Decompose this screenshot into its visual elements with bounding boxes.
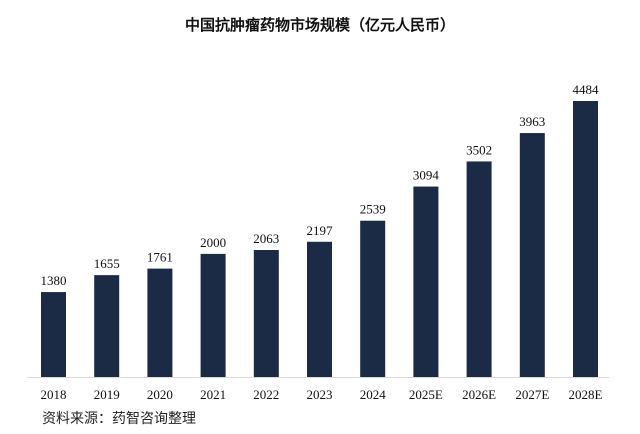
bar-2019 [94,275,120,377]
bar-2028E [573,101,598,377]
tick-label-2025E: 2025E [409,387,443,402]
tick-label-2021: 2021 [200,387,226,402]
tick-label-2019: 2019 [94,387,120,402]
chart-title: 中国抗肿瘤药物市场规模（亿元人民币） [184,16,455,34]
data-label-2023: 2197 [307,223,334,238]
tick-label-2018: 2018 [41,387,67,402]
data-label-2020: 1761 [147,250,173,265]
bar-2026E [466,161,492,377]
tick-label-2028E: 2028E [569,387,603,402]
bar-2020 [147,268,173,377]
data-label-2021: 2000 [200,235,226,250]
data-label-2027E: 3963 [519,114,545,129]
data-label-2022: 2063 [253,231,279,246]
data-label-2026E: 3502 [466,142,492,157]
data-label-2024: 2539 [360,202,386,217]
bar-2018 [41,292,66,377]
bar-2023 [307,241,332,377]
data-label-2025E: 3094 [413,168,440,183]
tick-label-2022: 2022 [253,387,279,402]
tick-label-2023: 2023 [307,387,333,402]
bar-2024 [360,220,386,377]
bar-2021 [200,253,226,377]
bar-2027E [519,133,545,377]
tick-label-2027E: 2027E [515,387,549,402]
bar-2022 [253,250,279,377]
source-note: 资料来源：药智咨询整理 [42,411,196,427]
data-label-2018: 1380 [41,273,67,288]
tick-label-2024: 2024 [360,387,387,402]
data-label-2028E: 4484 [573,82,600,97]
tick-label-2020: 2020 [147,387,173,402]
tick-label-2026E: 2026E [462,387,496,402]
data-label-2019: 1655 [94,256,120,271]
bar-2025E [413,186,439,377]
